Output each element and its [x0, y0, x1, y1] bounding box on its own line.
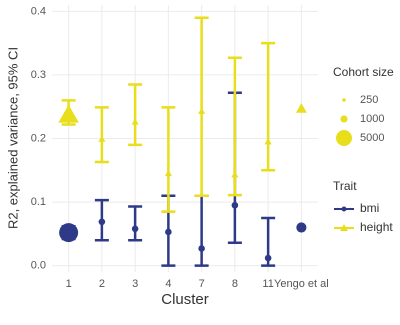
legend-label: height: [360, 220, 393, 234]
legend-size-label: 1000: [360, 113, 384, 125]
point: [264, 138, 272, 145]
y-tick-label: 0.0: [31, 260, 46, 272]
y-tick-label: 0.4: [31, 5, 46, 17]
point: [296, 222, 307, 233]
size-legend-title: Cohort size: [333, 65, 394, 79]
point: [131, 225, 139, 233]
error-bar: [94, 106, 109, 164]
point: [198, 245, 205, 252]
point: [59, 223, 79, 243]
x-tick-label: 11: [262, 278, 273, 290]
error-bar: [261, 41, 276, 172]
legend-size-key: [336, 130, 352, 146]
x-tick-label: 7: [199, 278, 205, 290]
error-bar: [128, 205, 143, 242]
point: [131, 118, 139, 125]
point: [98, 218, 106, 226]
legend-label: bmi: [360, 201, 379, 215]
legend-size-label: 250: [360, 94, 378, 106]
y-tick-label: 0.1: [31, 196, 46, 208]
x-tick-label: 3: [132, 278, 138, 290]
legend-size-key: [342, 98, 346, 102]
error-bar: [194, 194, 209, 267]
legend-size-key: [340, 115, 348, 123]
y-axis-label: R2, explained variance, 95% CI: [5, 47, 20, 229]
point: [198, 107, 206, 114]
x-tick-label: 2: [99, 278, 105, 290]
error-bar: [128, 83, 143, 147]
x-tick-label: 1: [66, 278, 72, 290]
x-tick-label: 4: [165, 278, 171, 290]
legend-key-marker: [340, 224, 348, 231]
trait-legend-title: Trait: [333, 179, 357, 193]
point: [295, 103, 307, 113]
point: [165, 228, 172, 236]
error-bar: [194, 16, 209, 197]
x-axis-label: Cluster: [161, 291, 209, 308]
point: [98, 135, 106, 142]
legend-size-label: 5000: [360, 132, 384, 144]
x-tick-label: 8: [232, 278, 238, 290]
error-bar: [161, 106, 176, 213]
point: [264, 254, 272, 262]
point: [231, 171, 239, 178]
x-tick-label: Yengo et al: [274, 278, 329, 290]
point: [231, 201, 239, 209]
y-tick-label: 0.2: [31, 132, 46, 144]
point: [164, 169, 172, 177]
y-tick-label: 0.3: [31, 69, 46, 81]
point: [58, 104, 79, 123]
legend-key-marker: [341, 206, 347, 212]
